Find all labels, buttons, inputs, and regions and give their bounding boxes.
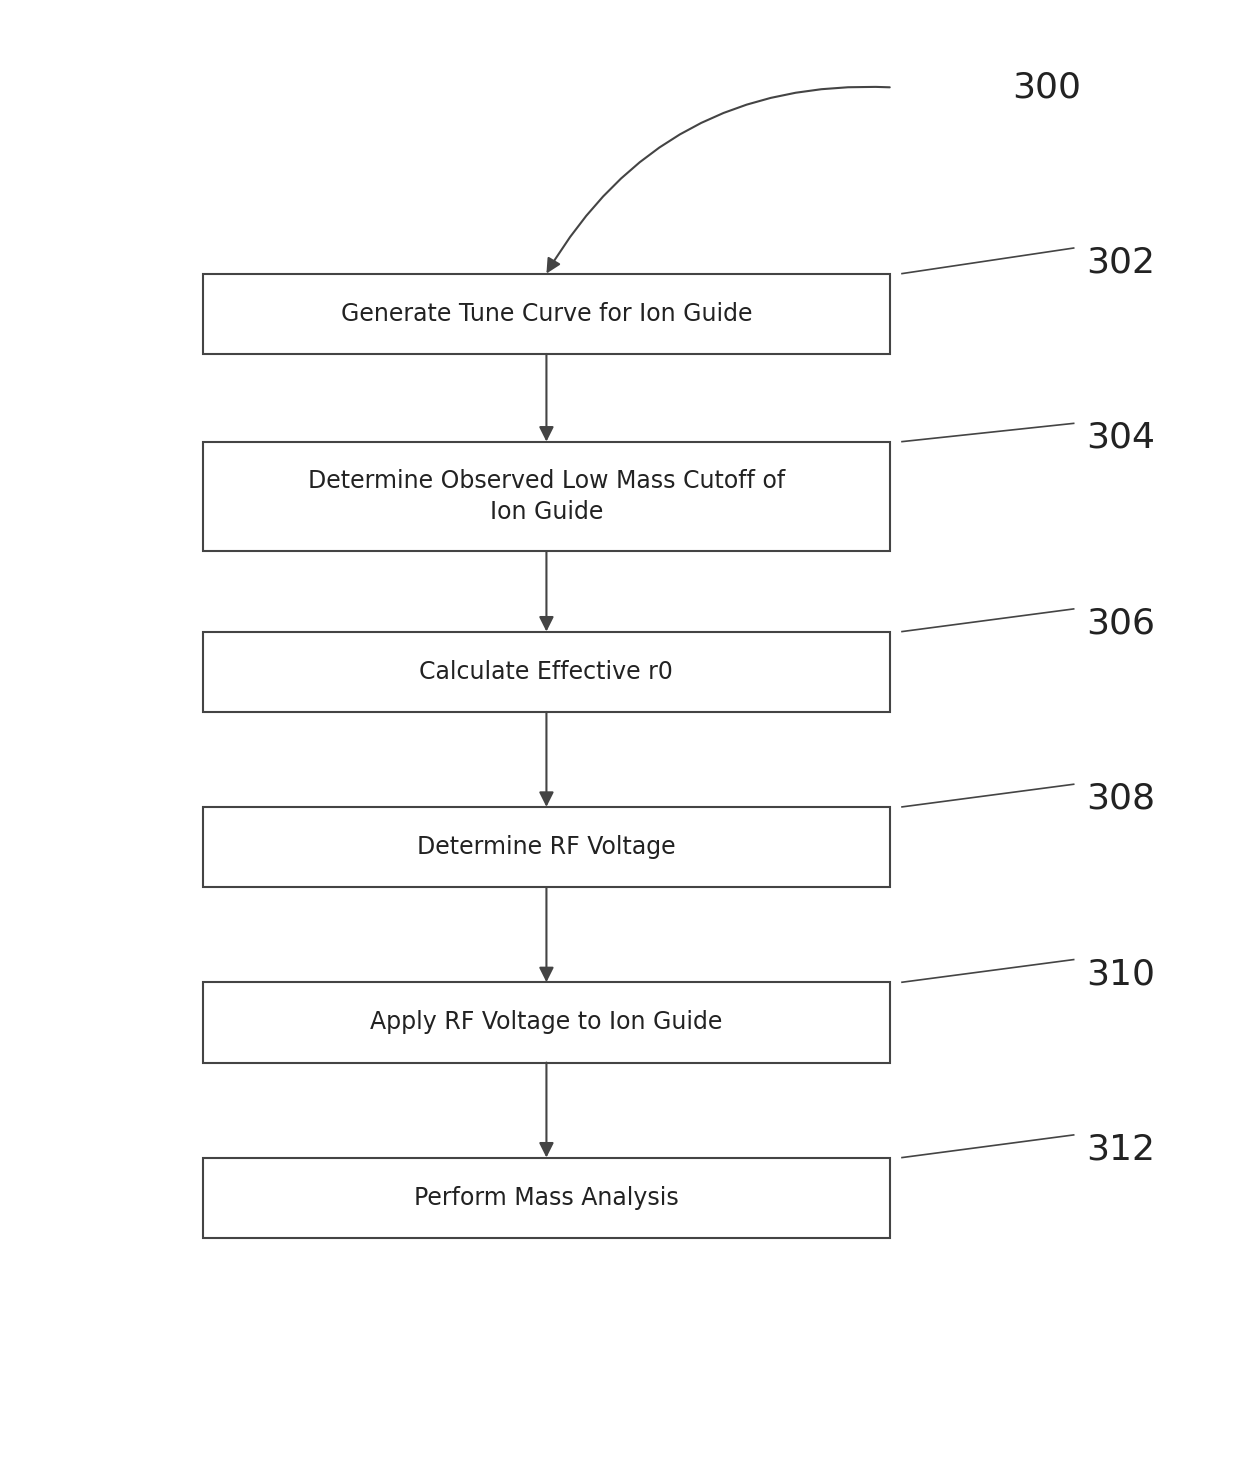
FancyBboxPatch shape — [203, 1158, 890, 1238]
FancyBboxPatch shape — [203, 273, 890, 354]
Text: Generate Tune Curve for Ion Guide: Generate Tune Curve for Ion Guide — [341, 302, 753, 326]
Text: 312: 312 — [1086, 1133, 1154, 1167]
FancyBboxPatch shape — [203, 982, 890, 1062]
FancyBboxPatch shape — [203, 441, 890, 552]
Text: Determine Observed Low Mass Cutoff of
Ion Guide: Determine Observed Low Mass Cutoff of Io… — [308, 469, 785, 524]
Text: 302: 302 — [1086, 246, 1154, 280]
FancyBboxPatch shape — [203, 807, 890, 888]
Text: 308: 308 — [1086, 782, 1154, 816]
Text: Determine RF Voltage: Determine RF Voltage — [417, 835, 676, 858]
FancyBboxPatch shape — [203, 631, 890, 712]
Text: 306: 306 — [1086, 606, 1154, 640]
Text: 304: 304 — [1086, 420, 1154, 454]
Text: Calculate Effective r0: Calculate Effective r0 — [419, 659, 673, 684]
Text: 310: 310 — [1086, 957, 1154, 991]
Text: 300: 300 — [1012, 71, 1081, 105]
Text: Apply RF Voltage to Ion Guide: Apply RF Voltage to Ion Guide — [371, 1010, 723, 1034]
Text: Perform Mass Analysis: Perform Mass Analysis — [414, 1186, 678, 1210]
